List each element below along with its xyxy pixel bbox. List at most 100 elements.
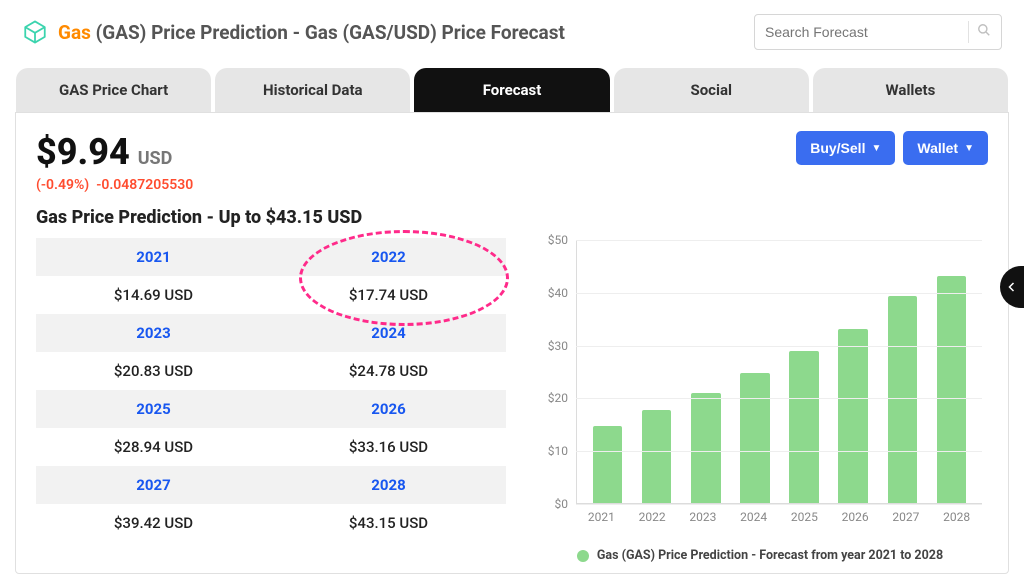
x-tick-label: 2026 [830,510,881,524]
search-input[interactable] [765,24,960,40]
year-link[interactable]: 2023 [36,314,271,352]
table-row: 2025 2026 [36,390,506,428]
chart-bar[interactable] [642,410,671,503]
main-panel: $9.94 USD (-0.49%) -0.0487205530 Buy/Sel… [15,112,1009,574]
page-title-accent: Gas [58,21,91,44]
search-icon[interactable] [977,23,991,41]
chart-bar[interactable] [937,276,966,503]
chart-bar[interactable] [691,393,720,503]
y-tick-label: $40 [548,286,568,300]
tab-historical-data[interactable]: Historical Data [215,68,410,112]
chart-x-axis: 20212022202320242025202620272028 [576,510,982,524]
prediction-value: $24.78 USD [271,352,506,390]
header-left: Gas (GAS) Price Prediction - Gas (GAS/US… [22,19,565,45]
x-tick-label: 2021 [576,510,627,524]
y-tick-label: $10 [548,444,568,458]
prediction-table: 2021 2022 $14.69 USD $17.74 USD 2023 202… [36,238,506,542]
chart-bar[interactable] [789,351,818,503]
year-link[interactable]: 2026 [271,390,506,428]
buy-sell-label: Buy/Sell [810,140,865,156]
x-tick-label: 2023 [678,510,729,524]
table-row: 2027 2028 [36,466,506,504]
gridline [576,451,982,452]
chart-y-axis: $0$10$20$30$40$50 [532,238,576,504]
year-link[interactable]: 2024 [271,314,506,352]
prediction-value: $43.15 USD [271,504,506,542]
search-separator [968,21,969,43]
table-row: $20.83 USD $24.78 USD [36,352,506,390]
y-tick-label: $20 [548,391,568,405]
prediction-value: $20.83 USD [36,352,271,390]
x-tick-label: 2028 [931,510,982,524]
tab-bar: GAS Price Chart Historical Data Forecast… [0,68,1024,112]
gridline [576,240,982,241]
price-value: $9.94 [36,131,130,173]
year-link[interactable]: 2028 [271,466,506,504]
prediction-subtitle: Gas Price Prediction - Up to $43.15 USD [36,207,988,228]
action-button-row: Buy/Sell ▼ Wallet ▼ [796,131,988,165]
x-tick-label: 2025 [779,510,830,524]
y-tick-label: $30 [548,339,568,353]
tab-forecast[interactable]: Forecast [414,68,609,112]
year-link[interactable]: 2021 [36,238,271,276]
buy-sell-button[interactable]: Buy/Sell ▼ [796,131,895,165]
price-change: (-0.49%) -0.0487205530 [36,177,193,193]
caret-down-icon: ▼ [871,143,881,154]
prediction-value: $39.42 USD [36,504,271,542]
price-currency: USD [138,148,173,169]
gridline [576,346,982,347]
year-link[interactable]: 2027 [36,466,271,504]
bar-slot [681,240,730,503]
bar-slot [878,240,927,503]
tab-gas-price-chart[interactable]: GAS Price Chart [16,68,211,112]
bar-slot [927,240,976,503]
table-row: $28.94 USD $33.16 USD [36,428,506,466]
wallet-button[interactable]: Wallet ▼ [903,131,988,165]
y-tick-label: $50 [548,233,568,247]
table-row: $39.42 USD $43.15 USD [36,504,506,542]
chart-bar[interactable] [740,373,769,503]
chart-bar[interactable] [593,426,622,503]
price-change-abs: -0.0487205530 [96,177,193,193]
y-tick-label: $0 [555,497,569,511]
page-title: Gas (GAS) Price Prediction - Gas (GAS/US… [58,21,565,44]
content-grid: 2021 2022 $14.69 USD $17.74 USD 2023 202… [36,238,988,563]
table-row: 2021 2022 [36,238,506,276]
tab-wallets[interactable]: Wallets [813,68,1008,112]
prediction-value: $14.69 USD [36,276,271,314]
x-tick-label: 2022 [627,510,678,524]
logo-cube-icon [22,19,48,45]
bar-slot [829,240,878,503]
gridline [576,398,982,399]
search-box[interactable] [754,14,1002,50]
year-link[interactable]: 2022 [271,238,506,276]
prediction-value: $28.94 USD [36,428,271,466]
forecast-chart: $0$10$20$30$40$50 2021202220232024202520… [532,238,988,563]
page-title-rest: (GAS) Price Prediction - Gas (GAS/USD) P… [91,21,565,44]
bar-slot [632,240,681,503]
table-row: $14.69 USD $17.74 USD [36,276,506,314]
price-change-pct: (-0.49%) [36,177,89,193]
table-row: 2023 2024 [36,314,506,352]
year-link[interactable]: 2025 [36,390,271,428]
gridline [576,293,982,294]
x-tick-label: 2024 [728,510,779,524]
x-tick-label: 2027 [881,510,932,524]
price-block: $9.94 USD (-0.49%) -0.0487205530 [36,131,193,193]
panel-top-row: $9.94 USD (-0.49%) -0.0487205530 Buy/Sel… [36,131,988,193]
chart-plot-area [576,240,982,504]
bar-slot [730,240,779,503]
gridline [576,504,982,505]
legend-dot-icon [577,550,589,562]
chart-legend-text: Gas (GAS) Price Prediction - Forecast fr… [597,548,943,563]
bar-slot [780,240,829,503]
chart-bar[interactable] [838,329,867,503]
caret-down-icon: ▼ [964,143,974,154]
chart-legend: Gas (GAS) Price Prediction - Forecast fr… [532,548,988,563]
wallet-label: Wallet [917,140,958,156]
page-header: Gas (GAS) Price Prediction - Gas (GAS/US… [0,0,1024,68]
prediction-value: $33.16 USD [271,428,506,466]
prediction-value: $17.74 USD [271,276,506,314]
tab-social[interactable]: Social [614,68,809,112]
bar-slot [583,240,632,503]
